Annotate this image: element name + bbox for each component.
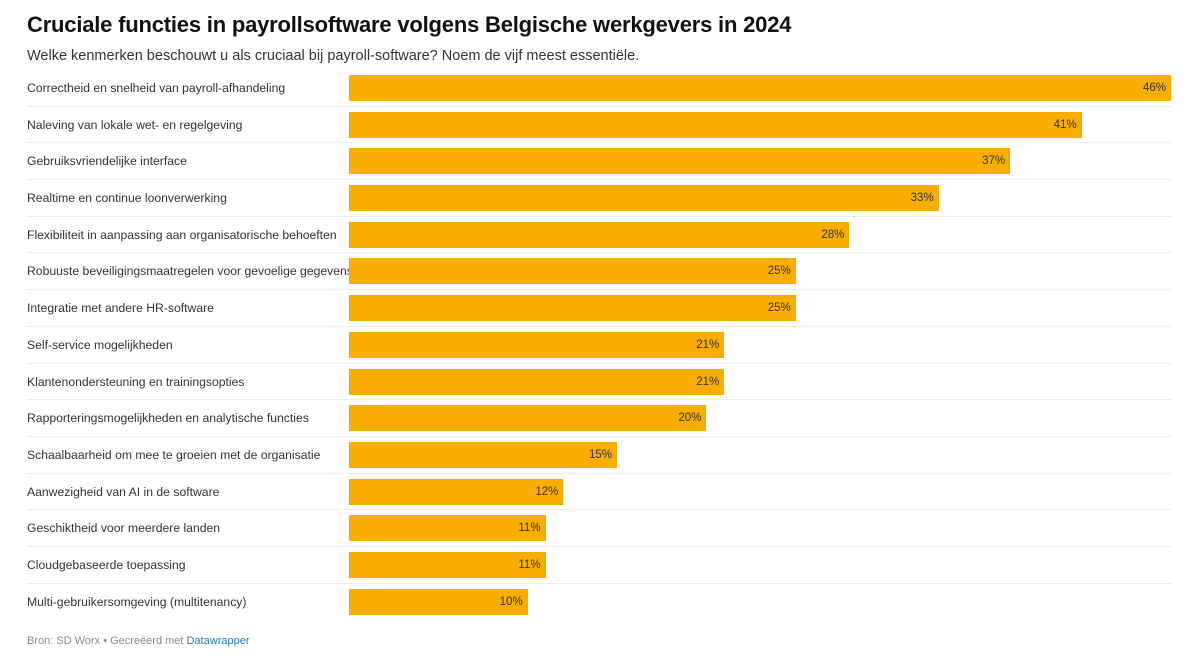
category-label: Multi-gebruikersomgeving (multitenancy)	[27, 594, 247, 609]
source-text: Bron: SD Worx • Gecreëerd met	[27, 635, 184, 647]
category-label: Naleving van lokale wet- en regelgeving	[27, 117, 243, 132]
bar	[349, 405, 707, 432]
chart-row: Rapporteringsmogelijkheden en analytisch…	[27, 400, 1172, 437]
bar	[349, 368, 725, 395]
datawrapper-link[interactable]: Datawrapper	[186, 635, 250, 647]
chart-row: Realtime en continue loonverwerking 33%	[27, 180, 1172, 217]
chart-row: Self-service mogelijkheden 21%	[27, 327, 1172, 364]
value-label: 33%	[910, 192, 934, 205]
bar	[349, 515, 546, 542]
bar	[349, 185, 939, 212]
bar	[349, 75, 1171, 101]
value-label: 15%	[589, 448, 613, 461]
chart-row: Flexibiliteit in aanpassing aan organisa…	[27, 217, 1172, 254]
chart-row: Integratie met andere HR-software 25%	[27, 290, 1172, 327]
value-label: 11%	[518, 558, 541, 571]
chart-row: Aanwezigheid van AI in de software 12%	[27, 474, 1172, 511]
category-label: Realtime en continue loonverwerking	[27, 191, 227, 206]
category-label: Geschiktheid voor meerdere landen	[27, 521, 221, 536]
value-label: 41%	[1053, 118, 1077, 131]
value-label: 11%	[518, 522, 541, 535]
chart-row: Robuuste beveiligingsmaatregelen voor ge…	[27, 253, 1172, 291]
bar	[349, 441, 618, 468]
bar	[349, 478, 564, 505]
bar-chart: Correctheid en snelheid van payroll-afha…	[27, 70, 1172, 620]
value-label: 37%	[982, 155, 1006, 168]
category-label: Integratie met andere HR-software	[27, 301, 214, 316]
bar	[349, 331, 725, 358]
bar	[349, 258, 796, 285]
value-label: 28%	[821, 228, 845, 241]
value-label: 46%	[1142, 82, 1166, 94]
category-label: Gebruiksvriendelijke interface	[27, 154, 187, 169]
category-label: Aanwezigheid van AI in de software	[27, 484, 220, 499]
chart-row: Cloudgebaseerde toepassing 11%	[27, 547, 1172, 584]
chart-row: Correctheid en snelheid van payroll-afha…	[27, 70, 1172, 107]
chart-subtitle: Welke kenmerken beschouwt u als cruciaal…	[27, 48, 640, 64]
chart-row: Geschiktheid voor meerdere landen 11%	[27, 510, 1172, 547]
chart-row: Naleving van lokale wet- en regelgeving 4…	[27, 107, 1172, 144]
footer: Bron: SD Worx • Gecreëerd met Datawrappe…	[27, 635, 250, 647]
category-label: Robuuste beveiligingsmaatregelen voor ge…	[27, 264, 353, 279]
value-label: 10%	[499, 595, 523, 608]
category-label: Self-service mogelijkheden	[27, 337, 173, 352]
category-label: Flexibiliteit in aanpassing aan organisa…	[27, 227, 337, 242]
bar	[349, 221, 850, 248]
chart-row: Gebruiksvriendelijke interface 37%	[27, 143, 1172, 181]
chart-row: Klantenondersteuning en trainingsopties 2…	[27, 364, 1172, 401]
value-label: 25%	[767, 265, 791, 278]
chart-row: Multi-gebruikersomgeving (multitenancy) 1…	[27, 584, 1172, 621]
value-label: 25%	[767, 302, 791, 315]
bar	[349, 111, 1082, 138]
category-label: Correctheid en snelheid van payroll-afha…	[27, 81, 286, 95]
bar	[349, 295, 796, 322]
bar	[349, 588, 528, 615]
value-label: 20%	[678, 412, 702, 425]
chart-title: Cruciale functies in payrollsoftware vol…	[27, 12, 792, 37]
category-label: Rapporteringsmogelijkheden en analytisch…	[27, 411, 309, 426]
value-label: 21%	[696, 375, 720, 388]
chart-row: Schaalbaarheid om mee te groeien met de …	[27, 437, 1172, 474]
category-label: Schaalbaarheid om mee te groeien met de …	[27, 447, 321, 462]
category-label: Cloudgebaseerde toepassing	[27, 557, 186, 572]
bar	[349, 551, 546, 578]
value-label: 12%	[535, 485, 559, 498]
category-label: Klantenondersteuning en trainingsopties	[27, 374, 245, 389]
value-label: 21%	[696, 338, 720, 351]
bar	[349, 148, 1011, 175]
